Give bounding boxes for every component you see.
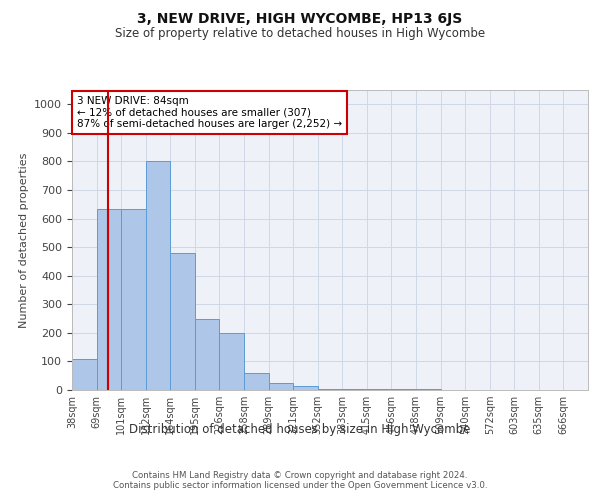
Bar — [195, 318, 220, 390]
Bar — [220, 333, 244, 390]
Bar — [342, 388, 367, 390]
Bar — [170, 253, 195, 390]
Text: Contains HM Land Registry data © Crown copyright and database right 2024.
Contai: Contains HM Land Registry data © Crown c… — [113, 470, 487, 490]
Bar — [121, 208, 146, 390]
Text: 3, NEW DRIVE, HIGH WYCOMBE, HP13 6JS: 3, NEW DRIVE, HIGH WYCOMBE, HP13 6JS — [137, 12, 463, 26]
Bar — [146, 162, 170, 390]
Bar — [97, 208, 121, 390]
Bar — [72, 358, 97, 390]
Bar — [269, 383, 293, 390]
Text: 3 NEW DRIVE: 84sqm
← 12% of detached houses are smaller (307)
87% of semi-detach: 3 NEW DRIVE: 84sqm ← 12% of detached hou… — [77, 96, 342, 129]
Bar — [293, 386, 318, 390]
Bar — [318, 388, 342, 390]
Text: Size of property relative to detached houses in High Wycombe: Size of property relative to detached ho… — [115, 28, 485, 40]
Bar — [367, 389, 391, 390]
Y-axis label: Number of detached properties: Number of detached properties — [19, 152, 29, 328]
Text: Distribution of detached houses by size in High Wycombe: Distribution of detached houses by size … — [130, 422, 470, 436]
Bar — [244, 373, 269, 390]
